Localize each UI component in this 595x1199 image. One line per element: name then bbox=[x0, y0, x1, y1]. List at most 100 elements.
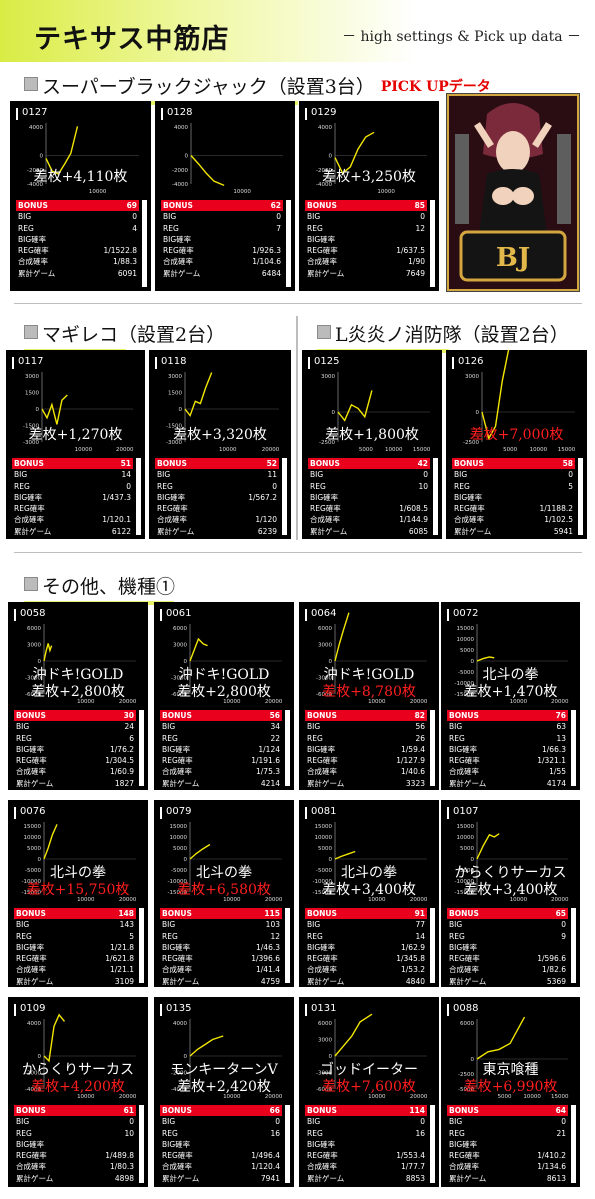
stat-label: BIG確率 bbox=[18, 234, 47, 244]
scrollbar[interactable] bbox=[571, 1105, 576, 1183]
stats-table: BONUS 69 BIG 0 REG 4 BIG確率 REG確率 1/1522.8 合成確率 1/8… bbox=[16, 200, 139, 279]
stat-label: REG確率 bbox=[16, 756, 47, 766]
stat-value: 114 bbox=[409, 1106, 425, 1115]
y-tick-label: 0 bbox=[471, 857, 475, 863]
big-row: BIG 34 bbox=[160, 721, 282, 732]
scrollbar[interactable] bbox=[571, 710, 576, 786]
scrollbar[interactable] bbox=[282, 458, 287, 535]
bonus-row: BONUS 52 bbox=[155, 458, 279, 470]
big-row: BIG 24 bbox=[14, 721, 136, 732]
stat-label: REG bbox=[449, 931, 465, 941]
reg-rate-row: REG確率 1/410.2 bbox=[447, 1150, 568, 1161]
y-tick-label: -3000 bbox=[171, 676, 187, 682]
stats-table: BONUS 65 BIG 0 REG 9 BIG確率 REG確率 1/596.6 合成確率 1/82… bbox=[447, 908, 568, 987]
machine-panel-0127: 0127 4000 0 -2000 -4000 10000 差枚+4,110枚 BONUS 69… bbox=[10, 101, 151, 291]
scrollbar[interactable] bbox=[139, 1105, 144, 1183]
stat-label: REG bbox=[310, 481, 326, 491]
scrollbar[interactable] bbox=[285, 908, 290, 983]
y-tick-label: -4000 bbox=[25, 1087, 41, 1093]
scrollbar[interactable] bbox=[139, 908, 144, 983]
total-rate-row: 合成確率 1/55 bbox=[447, 766, 568, 777]
scrollbar[interactable] bbox=[285, 1105, 290, 1183]
stat-value: 0 bbox=[561, 1117, 566, 1127]
scrollbar[interactable] bbox=[571, 908, 576, 983]
stat-value: 4214 bbox=[260, 778, 280, 788]
machine-panel-0125: 0125 3000 0 -2500 5000 10000 15000 差枚+1,800枚 BON… bbox=[302, 350, 442, 539]
stat-value: 82 bbox=[414, 711, 425, 720]
stats-table: BONUS 91 BIG 77 REG 14 BIG確率 1/62.9 REG確率 1/345.8… bbox=[305, 908, 427, 987]
stat-value: 52 bbox=[266, 459, 277, 468]
stat-label: BIG確率 bbox=[307, 1139, 336, 1149]
bonus-row: BONUS 69 bbox=[16, 200, 139, 212]
stat-value bbox=[137, 234, 139, 245]
stat-value: 14 bbox=[415, 931, 425, 941]
stat-label: 累計ゲーム bbox=[157, 526, 195, 536]
total-rate-row: 合成確率 1/21.1 bbox=[14, 964, 136, 975]
y-tick-label: 1500 bbox=[25, 391, 39, 397]
stat-value: 69 bbox=[126, 201, 137, 210]
stat-label: 合成確率 bbox=[307, 257, 337, 267]
scrollbar[interactable] bbox=[285, 710, 290, 786]
bonus-row: BONUS 42 bbox=[308, 458, 430, 470]
reg-rate-row: REG確率 1/321.1 bbox=[447, 755, 568, 766]
stat-label: REG確率 bbox=[454, 504, 485, 514]
stat-value: 1/120 bbox=[255, 515, 277, 525]
stat-value: 1/120.1 bbox=[102, 515, 131, 525]
scrollbar[interactable] bbox=[430, 1105, 435, 1183]
y-tick-label: -15000 bbox=[455, 890, 475, 896]
x-tick-label: 10000 bbox=[368, 1094, 386, 1100]
stat-value: 6239 bbox=[257, 526, 277, 536]
scrollbar[interactable] bbox=[578, 458, 583, 535]
stat-label: BIG確率 bbox=[454, 492, 483, 502]
stat-label: 累計ゲーム bbox=[449, 778, 487, 788]
big-row: BIG 14 bbox=[12, 469, 133, 480]
scrollbar[interactable] bbox=[433, 458, 438, 535]
stat-label: BIG bbox=[162, 722, 176, 732]
reg-rate-row: REG確率 bbox=[12, 503, 133, 514]
y-tick-label: -2000 bbox=[172, 168, 188, 174]
scrollbar[interactable] bbox=[139, 710, 144, 786]
y-tick-label: -2000 bbox=[316, 168, 332, 174]
slump-graph: 15000 10000 5000 0 -5000 -10000 -15000 10000 200… bbox=[22, 822, 137, 903]
stat-label: REG確率 bbox=[449, 1151, 480, 1161]
scrollbar[interactable] bbox=[430, 200, 435, 287]
y-tick-label: -1500 bbox=[166, 424, 182, 430]
scrollbar[interactable] bbox=[286, 200, 291, 287]
reg-rate-row: REG確率 bbox=[155, 503, 279, 514]
big-rate-row: BIG確率 bbox=[16, 234, 139, 245]
stat-value: 21 bbox=[556, 1128, 566, 1138]
stat-label: 合成確率 bbox=[454, 515, 484, 525]
stat-label: BIG確率 bbox=[307, 744, 336, 754]
y-tick-label: 5000 bbox=[173, 846, 187, 852]
big-rate-row: BIG確率 1/124 bbox=[160, 744, 282, 755]
slump-graph: 4000 0 -2000 -4000 10000 bbox=[316, 123, 427, 195]
y-tick-label: 0 bbox=[329, 154, 333, 160]
stats-table: BONUS 76 BIG 63 REG 13 BIG確率 1/66.3 REG確率 1/321.1… bbox=[447, 710, 568, 789]
stat-value: 4759 bbox=[260, 976, 280, 986]
bonus-row: BONUS 82 bbox=[305, 710, 427, 722]
stat-value: 1/66.3 bbox=[542, 744, 566, 754]
games-row: 累計ゲーム 4759 bbox=[160, 976, 282, 987]
y-tick-label: 3000 bbox=[318, 1038, 332, 1044]
y-tick-label: 0 bbox=[471, 659, 475, 665]
slump-line bbox=[476, 656, 495, 662]
slump-graph: 6000 3000 0 -3000 -6000 10000 20000 bbox=[25, 624, 137, 705]
x-tick-label: 20000 bbox=[410, 1094, 428, 1100]
stat-value: 1/60.9 bbox=[110, 767, 134, 777]
y-tick-label: -3000 bbox=[23, 440, 39, 446]
reg-row: REG 0 bbox=[155, 481, 279, 492]
bonus-row: BONUS 91 bbox=[305, 908, 427, 920]
reg-rate-row: REG確率 1/496.4 bbox=[160, 1150, 282, 1161]
x-tick-label: 15000 bbox=[558, 447, 576, 453]
stat-label: REG bbox=[454, 481, 470, 491]
stat-value: 0 bbox=[126, 481, 131, 491]
scrollbar[interactable] bbox=[430, 908, 435, 983]
coin-difference: 差枚+2,800枚 bbox=[31, 684, 125, 700]
big-row: BIG 0 bbox=[447, 919, 568, 930]
scrollbar[interactable] bbox=[142, 200, 147, 287]
machine-panel-0128: 0128 4000 0 -2000 -4000 10000 BONUS 62 BIG 0 REG 7 B… bbox=[155, 101, 295, 291]
scrollbar[interactable] bbox=[136, 458, 141, 535]
stat-label: BONUS bbox=[449, 909, 479, 918]
scrollbar[interactable] bbox=[430, 710, 435, 786]
stat-value: 6122 bbox=[111, 526, 131, 536]
